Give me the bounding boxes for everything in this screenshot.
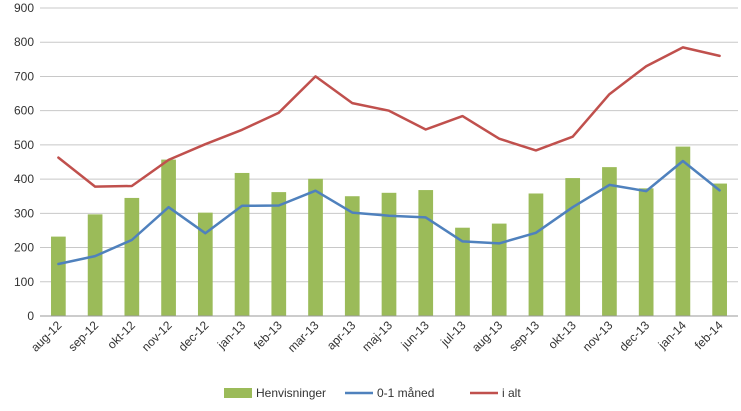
x-tick-label: mar-13	[285, 318, 322, 355]
bar-feb-14	[712, 183, 727, 316]
x-tick-label: jan-14	[655, 318, 689, 352]
y-tick-label: 100	[14, 275, 34, 289]
bar-jul-13	[455, 227, 470, 316]
bar-jan-14	[675, 146, 691, 316]
legend-label: 0-1 måned	[377, 386, 434, 400]
x-tick-label: apr-13	[324, 318, 359, 353]
x-tick-label: nov-13	[580, 318, 616, 354]
bar-dec-12	[197, 212, 213, 316]
x-tick-label: jan-13	[214, 318, 248, 352]
line-i-alt	[57, 46, 721, 188]
y-tick-label: 0	[27, 309, 34, 323]
bar-maj-13	[381, 192, 397, 316]
line-series	[57, 46, 721, 266]
bar-sep-12	[87, 214, 103, 316]
y-tick-label: 500	[14, 138, 34, 152]
x-tick-label: aug-13	[469, 318, 506, 355]
bar-jan-13	[234, 172, 250, 316]
bar-dec-13	[638, 188, 654, 316]
legend-swatch	[224, 388, 252, 398]
x-axis-ticks: aug-12 sep-12 okt-12 nov-12 dec-12 jan-13 feb-…	[28, 318, 726, 355]
bar-mar-13	[308, 178, 323, 316]
bar-feb-13	[271, 192, 287, 316]
x-tick-label: dec-13	[616, 318, 652, 354]
x-tick-label: jun-13	[398, 318, 432, 352]
x-tick-label: nov-12	[139, 318, 175, 354]
x-tick-label: okt-12	[104, 318, 138, 352]
x-tick-label: aug-12	[28, 318, 65, 355]
x-tick-label: feb-13	[251, 318, 285, 352]
bar-okt-12	[124, 197, 140, 316]
x-tick-label: dec-12	[176, 318, 212, 354]
x-tick-label: jul-13	[437, 318, 469, 350]
legend-label: Henvisninger	[256, 386, 326, 400]
y-tick-label: 400	[14, 172, 34, 186]
y-tick-label: 700	[14, 69, 34, 83]
y-tick-label: 300	[14, 206, 34, 220]
y-tick-label: 800	[14, 35, 34, 49]
bar-series-henvisninger	[51, 146, 727, 316]
bar-nov-12	[161, 159, 176, 316]
x-tick-label: feb-14	[692, 318, 726, 352]
bar-okt-13	[565, 178, 581, 316]
bar-apr-13	[344, 196, 360, 316]
legend-label: i alt	[502, 386, 521, 400]
y-tick-label: 600	[14, 104, 34, 118]
bar-jun-13	[418, 190, 434, 316]
bar-aug-13	[491, 223, 507, 316]
x-tick-label: maj-13	[359, 318, 395, 354]
y-tick-label: 200	[14, 241, 34, 255]
y-tick-label: 900	[14, 1, 34, 15]
bar-aug-12	[51, 236, 66, 316]
line-0-1-m-ned	[57, 159, 721, 266]
x-tick-label: sep-13	[506, 318, 542, 354]
x-tick-label: sep-12	[65, 318, 101, 354]
bar-sep-13	[528, 193, 544, 316]
x-tick-label: okt-13	[545, 318, 579, 352]
legend: Henvisninger 0-1 måned i alt	[224, 386, 521, 400]
y-axis-ticks: 0 100 200 300 400 500 600 700 800 900	[14, 1, 34, 323]
bar-nov-13	[602, 167, 617, 316]
